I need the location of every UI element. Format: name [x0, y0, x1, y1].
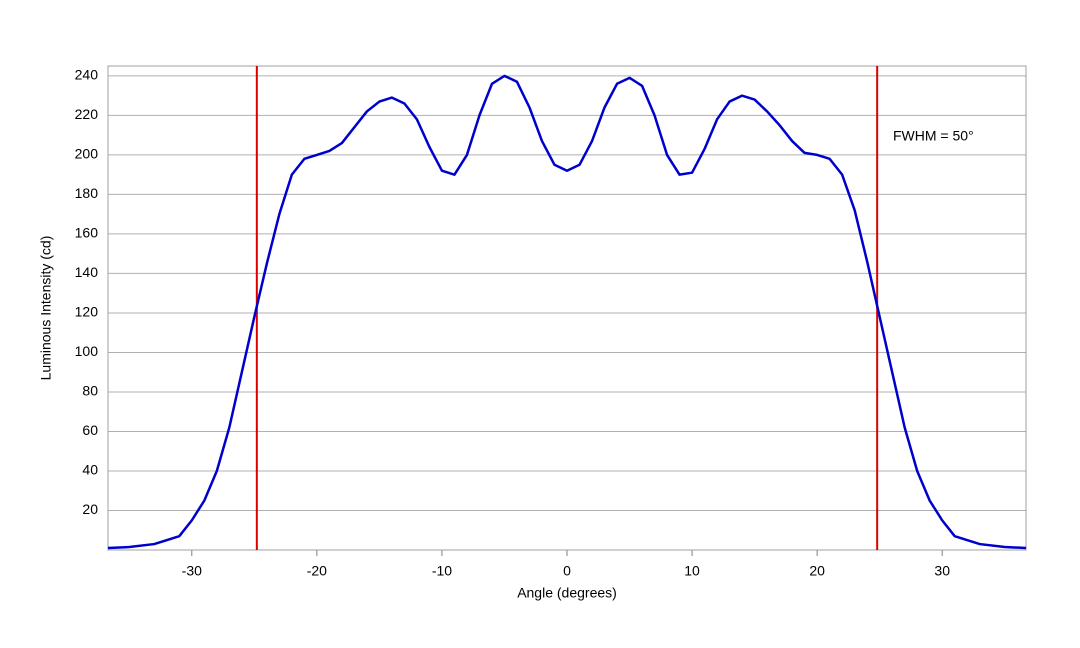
x-tick-label: 10 — [684, 563, 700, 579]
y-tick-label: 240 — [75, 67, 99, 83]
x-tick-label: -10 — [432, 563, 452, 579]
y-tick-label: 200 — [75, 146, 99, 162]
annotation: FWHM = 50° — [893, 128, 974, 144]
x-tick-label: -30 — [182, 563, 202, 579]
y-tick-label: 20 — [82, 501, 98, 517]
y-tick-label: 100 — [75, 343, 99, 359]
y-tick-label: 160 — [75, 225, 99, 241]
x-tick-label: 20 — [809, 563, 825, 579]
data-line — [107, 74, 1027, 550]
x-axis-label: Angle (degrees) — [517, 585, 617, 601]
x-tick-label: 0 — [563, 563, 571, 579]
x-tick-label: 30 — [934, 563, 950, 579]
y-tick-label: 220 — [75, 106, 99, 122]
plot-frame — [107, 65, 1027, 551]
y-axis-label: Luminous Intensity (cd) — [38, 236, 54, 381]
y-tick-label: 120 — [75, 304, 99, 320]
y-tick-label: 60 — [82, 422, 98, 438]
y-tick-label: 40 — [82, 462, 98, 478]
y-tick-label: 80 — [82, 383, 98, 399]
x-tick-label: -20 — [307, 563, 327, 579]
y-tick-label: 140 — [75, 264, 99, 280]
y-tick-label: 180 — [75, 185, 99, 201]
